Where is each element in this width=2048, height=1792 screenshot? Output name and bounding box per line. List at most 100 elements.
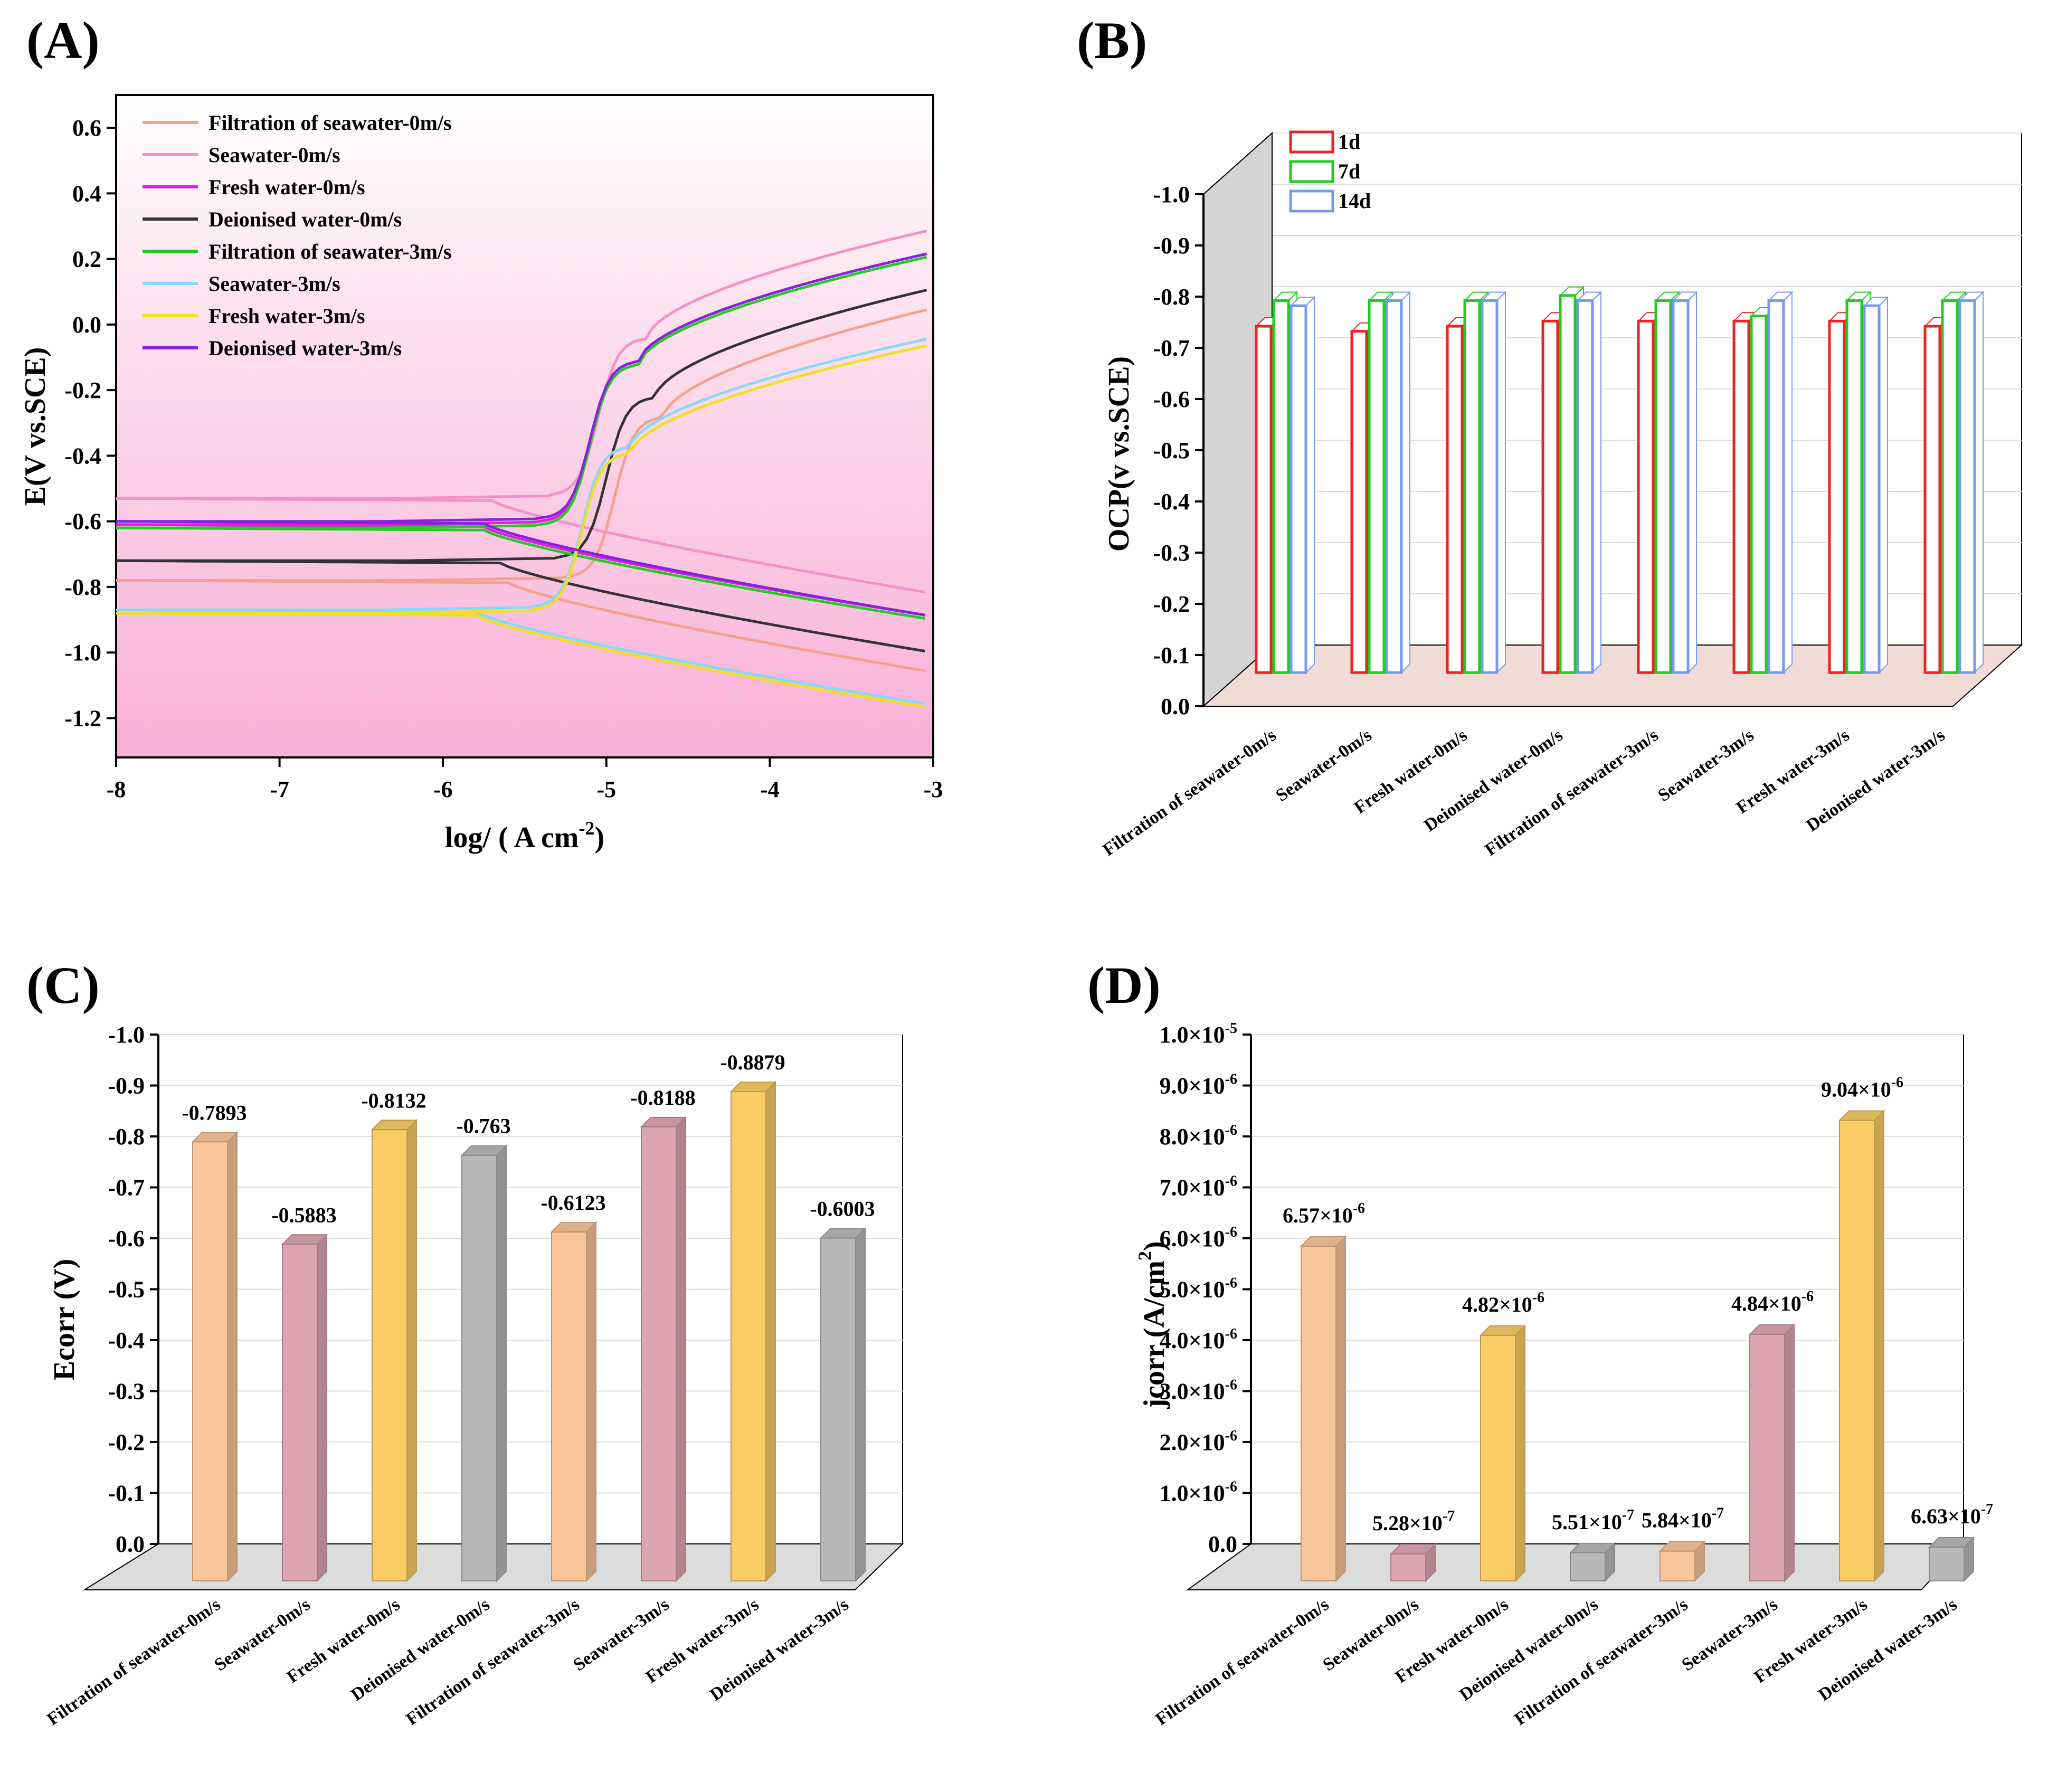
category-label-4: Filtration of seawater-3m/s <box>403 1595 583 1729</box>
value-label-5: -0.8188 <box>630 1086 695 1110</box>
y-tick-label: -1.0 <box>64 640 101 666</box>
category-label-4: Filtration of seawater-3m/s <box>1482 725 1662 860</box>
value-label-4: -0.6123 <box>541 1191 605 1215</box>
panel-d-jcorr-chart: 6.57×10-6 5.28×10-7 4.82×10-6 5.51×10-7 5.84… <box>1134 1020 1993 1729</box>
value-label-7: -0.6003 <box>810 1197 875 1221</box>
y-tick-label: -0.2 <box>64 377 101 403</box>
value-label-6: 9.04×10-6 <box>1821 1075 1903 1102</box>
ecorr-bar-2 <box>372 1129 407 1581</box>
ecorr-bar-6 <box>731 1091 766 1581</box>
jcorr-bar-7 <box>1929 1547 1965 1582</box>
ecorr-bar-7-side <box>855 1227 866 1582</box>
bar-14d-6 <box>1863 304 1881 674</box>
bar-14d-2 <box>1481 299 1499 674</box>
value-label-5: 4.84×10-6 <box>1731 1288 1814 1315</box>
y-tick-label: 3.0×10-6 <box>1160 1377 1237 1405</box>
legend-swatch-7d <box>1289 160 1334 183</box>
panel-label-a: (A) <box>26 11 100 70</box>
category-label-4: Filtration of seawater-3m/s <box>1511 1595 1692 1729</box>
value-label-7: 6.63×10-7 <box>1911 1501 1993 1528</box>
bar-14d-7 <box>1958 299 1976 674</box>
x-tick-label: -3 <box>924 776 943 802</box>
legend-swatch-14d <box>1289 189 1334 213</box>
panel-c-ecorr-chart: -0.7893 -0.5883 -0.8132 -0.763 -0.6123 -0.818… <box>44 1022 904 1729</box>
series-anodic-3 <box>116 289 927 562</box>
bar-1d-3 <box>1541 319 1559 674</box>
series-anodic-4 <box>116 255 927 529</box>
y-tick-label: -0.9 <box>1153 233 1190 259</box>
value-label-0: 6.57×10-6 <box>1283 1200 1365 1227</box>
y-tick-label: -0.8 <box>1153 284 1190 310</box>
y-tick-label: -0.7 <box>108 1175 145 1201</box>
y-tick-label: 8.0×10-6 <box>1160 1122 1237 1150</box>
y-tick-label: 0.0 <box>116 1531 145 1557</box>
bar-14d-4 <box>1672 299 1690 674</box>
x-tick-label: -8 <box>107 776 126 802</box>
ecorr-bar-7 <box>820 1237 856 1581</box>
panel-label-d: (D) <box>1087 956 1161 1014</box>
y-tick-label: -0.5 <box>108 1277 145 1303</box>
ecorr-bar-2-side <box>406 1118 417 1582</box>
jcorr-bar-2-side <box>1515 1324 1525 1582</box>
y-tick-label: -0.6 <box>108 1226 145 1251</box>
ecorr-bar-0-side <box>227 1131 238 1582</box>
y-tick-label: 1.0×10-5 <box>1160 1020 1237 1048</box>
bar-7d-3 <box>1559 294 1577 674</box>
value-label-1: -0.5883 <box>271 1203 336 1227</box>
ecorr-bar-3 <box>461 1154 497 1582</box>
panel-d-y-axis-title: jcorr (A/cm2) <box>1134 1241 1171 1409</box>
jcorr-bar-6-side <box>1874 1110 1884 1582</box>
bar-1d-0 <box>1255 325 1273 674</box>
value-label-3: -0.763 <box>456 1114 510 1138</box>
jcorr-bar-5-side <box>1784 1323 1795 1582</box>
y-tick-label: -0.1 <box>1153 642 1190 668</box>
ecorr-bar-4 <box>551 1231 587 1582</box>
y-tick-label: 0.4 <box>72 181 101 206</box>
y-tick-label: -0.7 <box>1153 335 1190 361</box>
bar-7d-5 <box>1750 315 1768 674</box>
y-tick-label: 0.2 <box>72 246 101 272</box>
category-label-0: Filtration of seawater-0m/s <box>1152 1595 1333 1729</box>
legend-label-14d: 14d <box>1338 189 1371 213</box>
y-tick-label: -1.0 <box>108 1022 145 1048</box>
bar-1d-1 <box>1350 330 1368 674</box>
value-label-3: 5.51×10-7 <box>1552 1507 1634 1534</box>
y-tick-label: 2.0×10-6 <box>1160 1428 1237 1455</box>
ecorr-bar-1-side <box>317 1233 327 1582</box>
bar-1d-2 <box>1446 325 1464 674</box>
ecorr-bar-6-side <box>765 1080 776 1582</box>
panel-label-b: (B) <box>1077 11 1147 70</box>
legend-label-5: Seawater-3m/s <box>208 272 340 296</box>
ecorr-bar-0 <box>192 1141 228 1581</box>
bar-14d-3 <box>1576 299 1594 674</box>
value-label-2: -0.8132 <box>361 1088 426 1112</box>
y-tick-label: 4.0×10-6 <box>1160 1326 1237 1353</box>
y-tick-label: -0.4 <box>64 443 101 469</box>
jcorr-bar-2 <box>1480 1334 1516 1582</box>
y-tick-label: 5.0×10-6 <box>1160 1275 1237 1303</box>
y-tick-label: -0.4 <box>1153 489 1190 515</box>
series-anodic-6 <box>116 344 927 615</box>
y-tick-label: -0.1 <box>108 1481 145 1506</box>
bar-14d-5 <box>1767 299 1785 674</box>
category-label-5: Seawater-3m/s <box>1655 725 1758 805</box>
y-tick-label: 0.0 <box>1208 1531 1237 1557</box>
ecorr-bar-5-side <box>676 1116 686 1582</box>
y-tick-label: 1.0×10-6 <box>1160 1479 1237 1506</box>
legend-label-3: Deionised water-0m/s <box>208 207 402 231</box>
value-label-1: 5.28×10-7 <box>1372 1508 1455 1535</box>
value-label-4: 5.84×10-7 <box>1642 1505 1724 1532</box>
value-label-6: -0.8879 <box>720 1050 785 1074</box>
jcorr-bar-1 <box>1390 1553 1426 1582</box>
y-tick-label: -0.3 <box>1153 540 1190 566</box>
y-tick-label: 9.0×10-6 <box>1160 1072 1237 1099</box>
value-label-2: 4.82×10-6 <box>1462 1290 1544 1316</box>
bar-1d-7 <box>1923 325 1941 674</box>
jcorr-bar-0 <box>1301 1245 1336 1582</box>
legend-swatch-1d <box>1289 130 1334 154</box>
legend-label-0: Filtration of seawater-0m/s <box>208 111 452 135</box>
panel-a-plot-background <box>115 94 934 758</box>
y-tick-label: 0.0 <box>72 312 101 338</box>
series-anodic-0 <box>116 308 927 582</box>
bar-1d-4 <box>1637 319 1655 674</box>
